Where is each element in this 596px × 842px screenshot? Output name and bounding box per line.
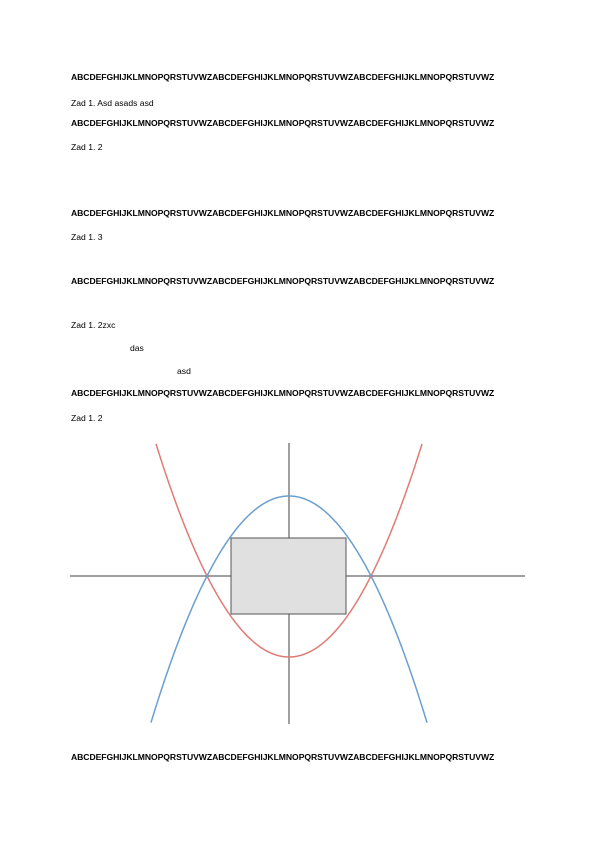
inscribed-rectangle bbox=[231, 538, 346, 614]
